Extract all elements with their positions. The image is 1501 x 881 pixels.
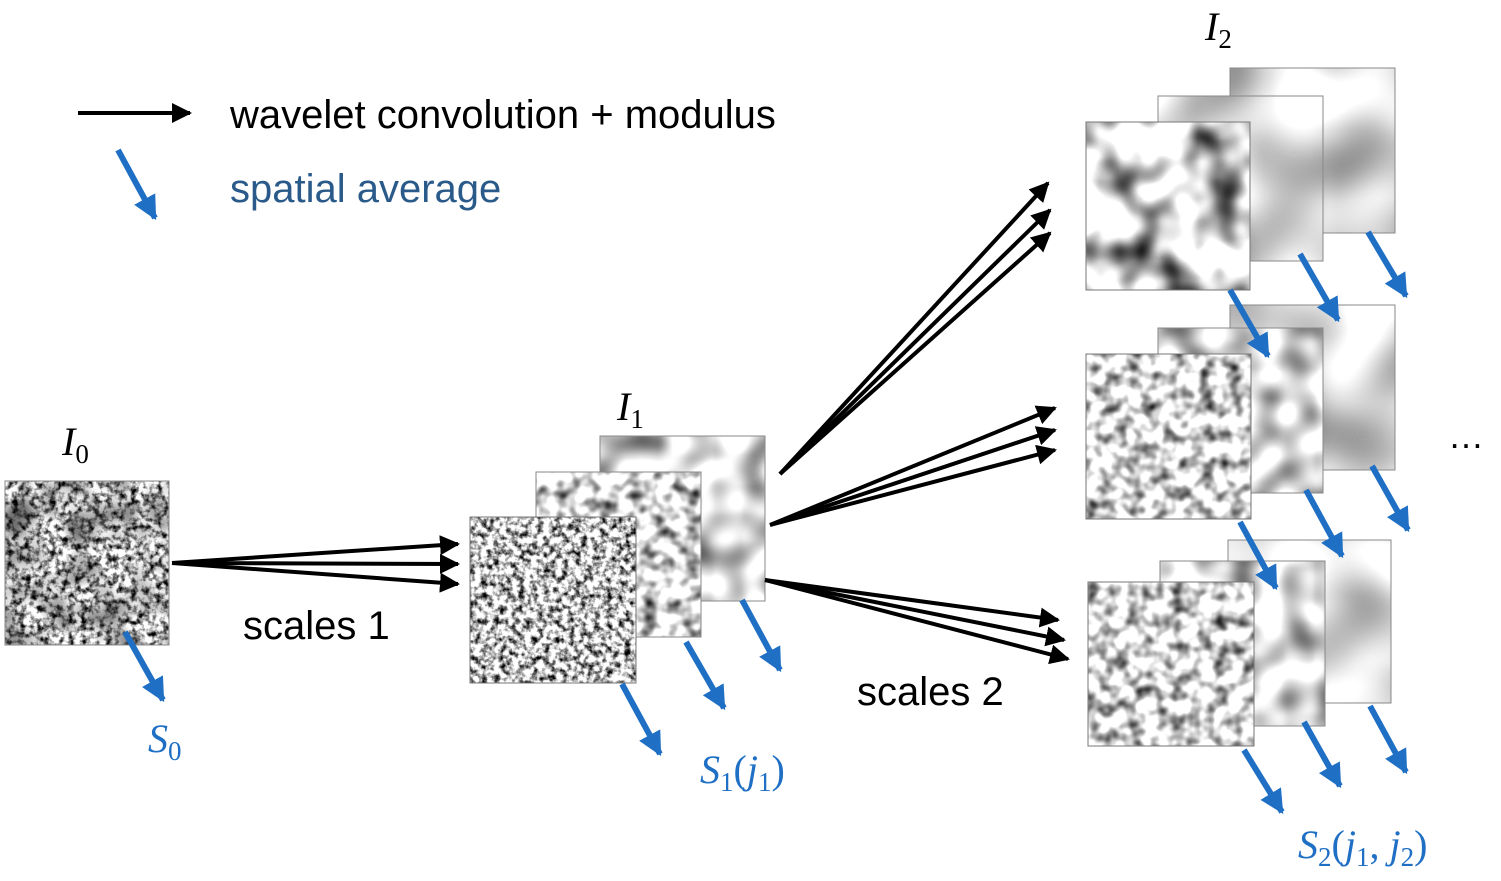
legend-black-arrow-label: wavelet convolution + modulus <box>229 93 776 137</box>
scales2-label: scales 2 <box>857 670 1004 714</box>
i2-stack-top <box>1085 67 1396 291</box>
scales2-arrows <box>764 181 1070 665</box>
s1-label: S1(j1) <box>700 747 785 797</box>
i2-stack-bottom <box>1087 539 1392 747</box>
i2-label: I2 <box>1204 4 1232 54</box>
svg-text:I1: I1 <box>616 384 644 434</box>
ellipsis: … <box>1448 415 1484 456</box>
s1-average-arrows <box>619 598 783 757</box>
legend: wavelet convolution + modulus spatial av… <box>78 93 776 221</box>
s2-label: S2(j1, j2) <box>1298 822 1427 872</box>
legend-blue-arrow-label: spatial average <box>230 167 501 211</box>
i0-image <box>4 480 170 646</box>
s0-average-arrow <box>122 630 166 703</box>
svg-text:I2: I2 <box>1204 4 1232 54</box>
legend-blue-arrow <box>115 148 158 221</box>
svg-text:S1(j1): S1(j1) <box>700 747 785 797</box>
s0-label: S0 <box>148 716 182 766</box>
s2-average-arrows <box>1227 230 1411 815</box>
scales1-label: scales 1 <box>243 604 390 648</box>
svg-text:S0: S0 <box>148 716 182 766</box>
i2-stack-middle <box>1085 304 1396 520</box>
svg-text:S2(j1, j2): S2(j1, j2) <box>1298 822 1427 872</box>
i0-label: I0 <box>61 419 89 469</box>
scales1-arrows <box>171 535 460 593</box>
i1-label: I1 <box>616 384 644 434</box>
i1-image-scale1 <box>469 516 637 684</box>
svg-text:I0: I0 <box>61 419 89 469</box>
